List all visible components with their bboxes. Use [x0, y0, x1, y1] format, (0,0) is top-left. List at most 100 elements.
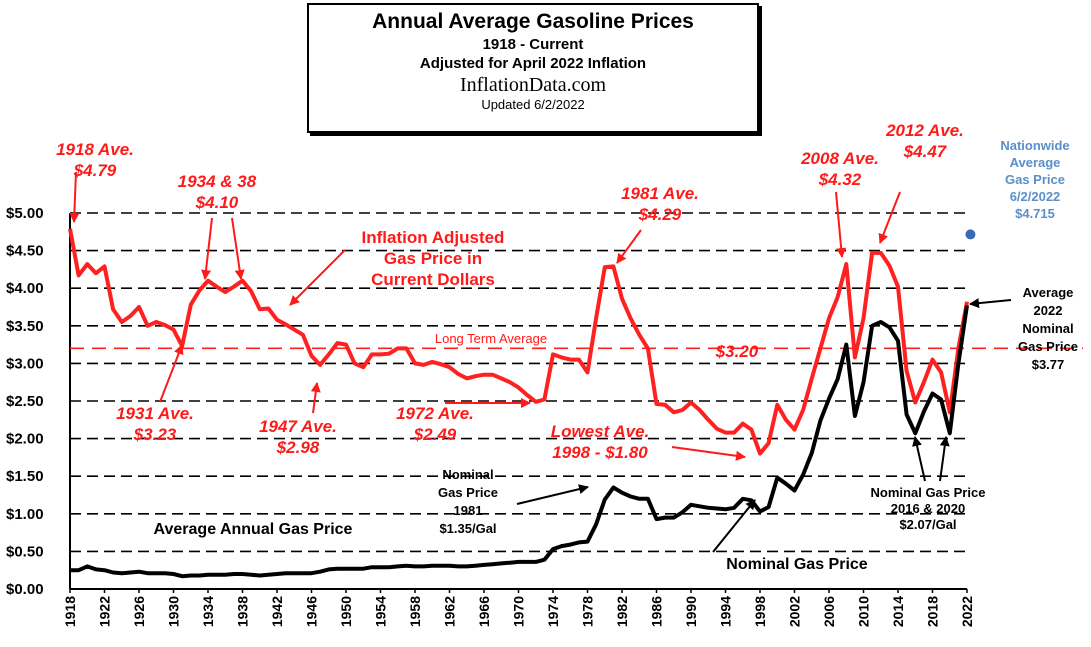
series-line-adjusted	[68, 228, 969, 456]
y-tick-label: $5.00	[6, 205, 44, 222]
annotation-a_nom1981: Gas Price	[438, 485, 498, 500]
y-tick-label: $3.00	[6, 355, 44, 372]
x-tick-label: 1986	[649, 596, 665, 627]
annotation-a1934: 1934 & 38	[178, 172, 257, 191]
annotation-a_nationwide: Nationwide	[1000, 138, 1069, 153]
annotation-arrow	[969, 298, 1012, 309]
annotation-a_lowest: Lowest Ave.	[551, 422, 650, 441]
annotation-a1918: 1918 Ave.	[56, 140, 134, 159]
annotation-a1931: 1931 Ave.	[116, 404, 194, 423]
annotation-a1934: $4.10	[195, 193, 239, 212]
y-tick-label: $0.50	[6, 543, 44, 560]
annotation-a_avg2022: Average	[1023, 285, 1074, 300]
x-tick-label: 1966	[476, 596, 492, 627]
x-axis-ticks: 1918 1922 1926 1930 1934 1938 1942 1946 1950 1954…	[62, 589, 975, 627]
series-lines	[68, 228, 976, 579]
x-tick-label: 1922	[97, 596, 113, 627]
annotation-a_nom2016: Nominal Gas Price	[871, 485, 986, 500]
x-tick-label: 1998	[752, 596, 768, 627]
annotation-a_infl: Inflation Adjusted	[362, 228, 505, 247]
y-axis-ticks: $0.00 $0.50 $1.00 $1.50 $2.00 $2.50 $3.00 $3.50…	[6, 205, 44, 598]
site-name: InflationData.com	[459, 74, 607, 96]
annotation-a2012: $4.47	[903, 142, 948, 161]
y-tick-label: $2.00	[6, 431, 44, 448]
annotation-a_nom2016: 2016 & 2020	[891, 501, 965, 516]
annotation-a_nom2016: $2.07/Gal	[899, 517, 956, 532]
x-tick-label: 1994	[718, 596, 734, 627]
y-tick-label: $4.00	[6, 280, 44, 297]
x-tick-label: 1974	[545, 596, 561, 627]
annotation-a_avg2022: 2022	[1034, 303, 1063, 318]
annotation-a_nationwide: Average	[1010, 155, 1061, 170]
x-tick-label: 1918	[62, 596, 78, 627]
annotation-arrow	[616, 229, 642, 264]
x-tick-label: 1946	[304, 596, 320, 627]
x-tick-label: 2006	[821, 596, 837, 627]
annotation-a1972: $2.49	[413, 425, 457, 444]
annotation-arrow	[231, 217, 245, 280]
x-tick-label: 1934	[200, 596, 216, 627]
annotation-arrow	[159, 344, 184, 403]
y-tick-label: $3.50	[6, 318, 44, 335]
annotation-a1918: $4.79	[73, 161, 117, 180]
annotation-arrow	[201, 217, 213, 280]
current-price-point	[965, 229, 976, 240]
y-tick-label: $1.00	[6, 506, 44, 523]
annotations: 1918 Ave. $4.79 1934 & 38 $4.10 Inflation Ad…	[56, 121, 1078, 573]
annotation-arrow	[878, 191, 901, 244]
y-tick-label: $0.00	[6, 581, 44, 598]
x-tick-label: 1950	[338, 596, 354, 627]
annotation-a_avg2022: $3.77	[1032, 357, 1065, 372]
chart-subtitle-adjusted: Adjusted for April 2022 Inflation	[419, 55, 647, 72]
annotation-arrow	[671, 446, 746, 461]
series-line-nominal	[70, 305, 969, 579]
annotation-a_avgannual: Average Annual Gas Price	[154, 521, 353, 538]
x-tick-label: 1954	[373, 596, 389, 627]
x-tick-label: 2010	[856, 596, 872, 627]
annotation-a1947: $2.98	[276, 438, 320, 457]
x-tick-label: 1926	[131, 596, 147, 627]
annotation-a1931: $3.23	[133, 425, 177, 444]
annotation-arrow	[69, 171, 80, 223]
x-tick-label: 2022	[959, 596, 975, 627]
annotation-a1981: $4.29	[638, 205, 682, 224]
x-tick-label: 2014	[890, 596, 906, 627]
x-tick-label: 2002	[787, 596, 803, 627]
annotation-arrow	[712, 499, 756, 553]
x-tick-label: 1930	[166, 596, 182, 627]
annotation-a1981: 1981 Ave.	[621, 184, 699, 203]
chart-title: Annual Average Gasoline Prices	[372, 10, 694, 33]
x-tick-label: 1990	[683, 596, 699, 627]
annotation-a_infl: Gas Price in	[384, 249, 482, 268]
y-tick-label: $1.50	[6, 468, 44, 485]
chart-subtitle-years: 1918 - Current	[482, 36, 584, 53]
updated-date: Updated 6/2/2022	[481, 97, 585, 112]
annotation-a_nom1981: 1981	[454, 503, 483, 518]
x-tick-label: 1938	[235, 596, 251, 627]
x-tick-label: 1978	[580, 596, 596, 627]
annotation-arrow	[289, 249, 346, 306]
title-box: Annual Average Gasoline Prices 1918 - Cu…	[307, 3, 759, 133]
annotation-a_infl: Current Dollars	[371, 270, 495, 289]
annotation-arrow	[516, 484, 589, 505]
annotation-a_nationwide: Gas Price	[1005, 172, 1065, 187]
annotation-a_lowest: 1998 - $1.80	[552, 443, 648, 462]
x-tick-label: 2018	[925, 596, 941, 627]
annotation-a_nom1981: $1.35/Gal	[439, 521, 496, 536]
long-term-average-label: Long Term Average	[435, 331, 547, 346]
x-tick-label: 1958	[407, 596, 423, 627]
annotation-a2012: 2012 Ave.	[885, 121, 964, 140]
x-tick-label: 1970	[511, 596, 527, 627]
annotation-arrows	[69, 171, 1012, 553]
annotation-a_nationwide: $4.715	[1015, 206, 1055, 221]
annotation-a_avg2022: Gas Price	[1018, 339, 1078, 354]
x-tick-label: 1942	[269, 596, 285, 627]
y-tick-label: $4.50	[6, 243, 44, 260]
annotation-a_avg2022: Nominal	[1022, 321, 1073, 336]
annotation-a_nom1981: Nominal	[442, 467, 493, 482]
annotation-a_nominal: Nominal Gas Price	[726, 556, 867, 573]
annotation-a1972: 1972 Ave.	[396, 404, 474, 423]
annotation-a2008: 2008 Ave.	[800, 149, 879, 168]
y-tick-label: $2.50	[6, 393, 44, 410]
